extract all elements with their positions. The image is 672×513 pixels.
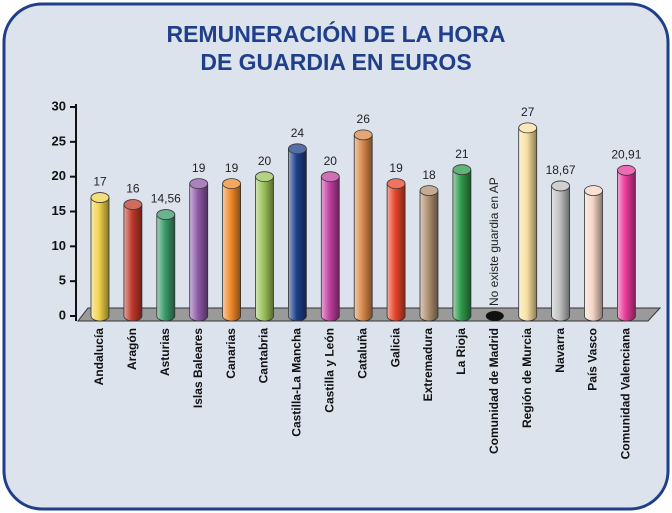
bar-top: [452, 164, 472, 176]
y-tick-label: 25: [52, 133, 66, 148]
bar-top: [353, 129, 373, 141]
bar: [189, 183, 208, 316]
bar-top: [123, 199, 143, 210]
bar-top: [617, 164, 636, 176]
empty-base: [485, 311, 504, 321]
x-tick-label: Galicia: [388, 328, 402, 368]
value-label: 18: [422, 168, 436, 182]
bar-top: [419, 185, 439, 197]
bar-top: [189, 178, 209, 190]
chart-title: REMUNERACIÓN DE LA HORA: [166, 20, 505, 47]
bar-top: [222, 178, 242, 190]
bar: [156, 214, 175, 316]
bar: [551, 185, 570, 316]
x-tick-label: Comunidad de Madrid: [487, 328, 501, 454]
x-tick-label: Castilla-La Mancha: [290, 328, 304, 437]
x-tick-label: Cantabria: [257, 328, 271, 384]
bar: [584, 190, 603, 316]
chart-title: DE GUARDIA EN EUROS: [200, 49, 471, 75]
bar: [222, 183, 241, 316]
x-tick-label: Extremadura: [421, 328, 435, 402]
bar: [518, 127, 537, 317]
value-label: 24: [291, 126, 305, 140]
y-tick-label: 15: [52, 203, 66, 218]
bar: [617, 170, 636, 316]
bar-top: [90, 192, 110, 203]
bar: [91, 197, 109, 316]
value-label: 18,67: [546, 163, 576, 177]
y-tick-label: 0: [59, 307, 66, 322]
bar: [452, 169, 471, 316]
bar-top: [551, 180, 570, 192]
bar-top: [255, 171, 274, 183]
bar: [288, 148, 307, 316]
x-tick-label: Cataluña: [355, 328, 369, 379]
y-tick-label: 10: [52, 238, 66, 253]
bar-top: [156, 209, 176, 220]
x-tick-label: Región de Murcia: [520, 328, 534, 428]
x-tick-label: Aragón: [125, 328, 139, 370]
bar-top: [320, 171, 340, 183]
annotation: No existe guardia en AP: [487, 177, 501, 306]
bar: [255, 176, 274, 316]
value-label: 20: [324, 154, 338, 168]
x-tick-label: Canarias: [224, 328, 238, 379]
bar-top: [287, 143, 307, 155]
x-tick-label: Islas Baleares: [191, 328, 205, 408]
value-label: 17: [93, 175, 107, 189]
bar: [354, 134, 373, 316]
y-tick-label: 30: [52, 98, 66, 113]
bar-top: [518, 122, 538, 134]
bar-top: [584, 185, 603, 197]
x-tick-label: Comunidad Valenciana: [619, 328, 633, 460]
x-tick-label: Castilla y León: [322, 328, 336, 413]
x-tick-label: Andalucía: [92, 328, 106, 386]
value-label: 20,91: [611, 147, 641, 161]
value-label: 21: [455, 147, 469, 161]
bar: [321, 176, 340, 316]
value-label: 19: [389, 161, 403, 175]
value-label: 16: [126, 182, 140, 196]
x-tick-label: Navarra: [553, 328, 567, 373]
bar: [420, 190, 438, 316]
value-label: 19: [225, 161, 239, 175]
value-label: 20: [258, 154, 272, 168]
value-label: 27: [521, 105, 535, 119]
y-tick-label: 5: [59, 273, 66, 288]
value-label: 14,56: [151, 192, 181, 206]
x-tick-label: Asturias: [158, 328, 172, 376]
x-tick-label: País Vasco: [586, 328, 600, 391]
value-label: 26: [357, 112, 371, 126]
value-label: 19: [192, 161, 206, 175]
bar-top: [386, 178, 406, 190]
y-tick-label: 20: [52, 168, 66, 183]
bar: [123, 204, 142, 316]
x-tick-label: La Rioja: [454, 328, 468, 375]
bar: [387, 183, 406, 316]
